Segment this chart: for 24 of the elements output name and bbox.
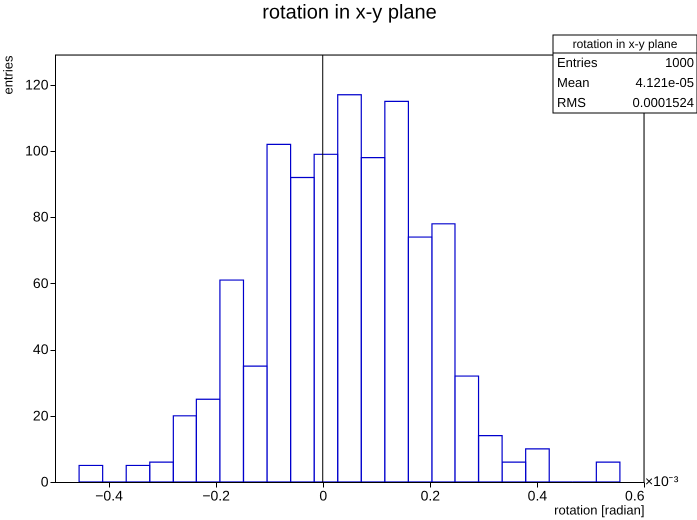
y-tick-label: 60 (32, 274, 49, 291)
x-tick-label: 0 (319, 488, 328, 504)
text: ×10⁻³ (645, 473, 679, 489)
x-tick-label: 0.4 (528, 488, 548, 504)
y-tick-label: 80 (32, 208, 49, 225)
x-tick-label: −0.4 (95, 488, 124, 504)
y-axis-title: entries (0, 55, 16, 95)
annotation: 4.121e-05 (635, 75, 694, 90)
annotation: 0.0001524 (632, 95, 694, 110)
text: 1000 (665, 55, 694, 70)
y-tick-label: 120 (25, 76, 49, 92)
x-tick-label: 0.2 (420, 488, 440, 504)
annotation: Entries (557, 55, 598, 70)
chart-title: rotation in x-y plane (262, 2, 437, 24)
x-tick-label: −0.2 (202, 488, 230, 504)
text: rotation in x-y plane (572, 37, 678, 51)
annotation: Mean (557, 75, 590, 90)
annotation: RMS (557, 95, 586, 110)
x-axis-title: rotation [radian] (554, 502, 644, 518)
x-tick-label: 0.6 (625, 488, 645, 504)
y-tick-label: 20 (32, 407, 49, 424)
y-tick-label: 100 (25, 142, 49, 158)
y-tick-label: 40 (32, 341, 49, 358)
y-tick-label: 0 (40, 474, 49, 490)
